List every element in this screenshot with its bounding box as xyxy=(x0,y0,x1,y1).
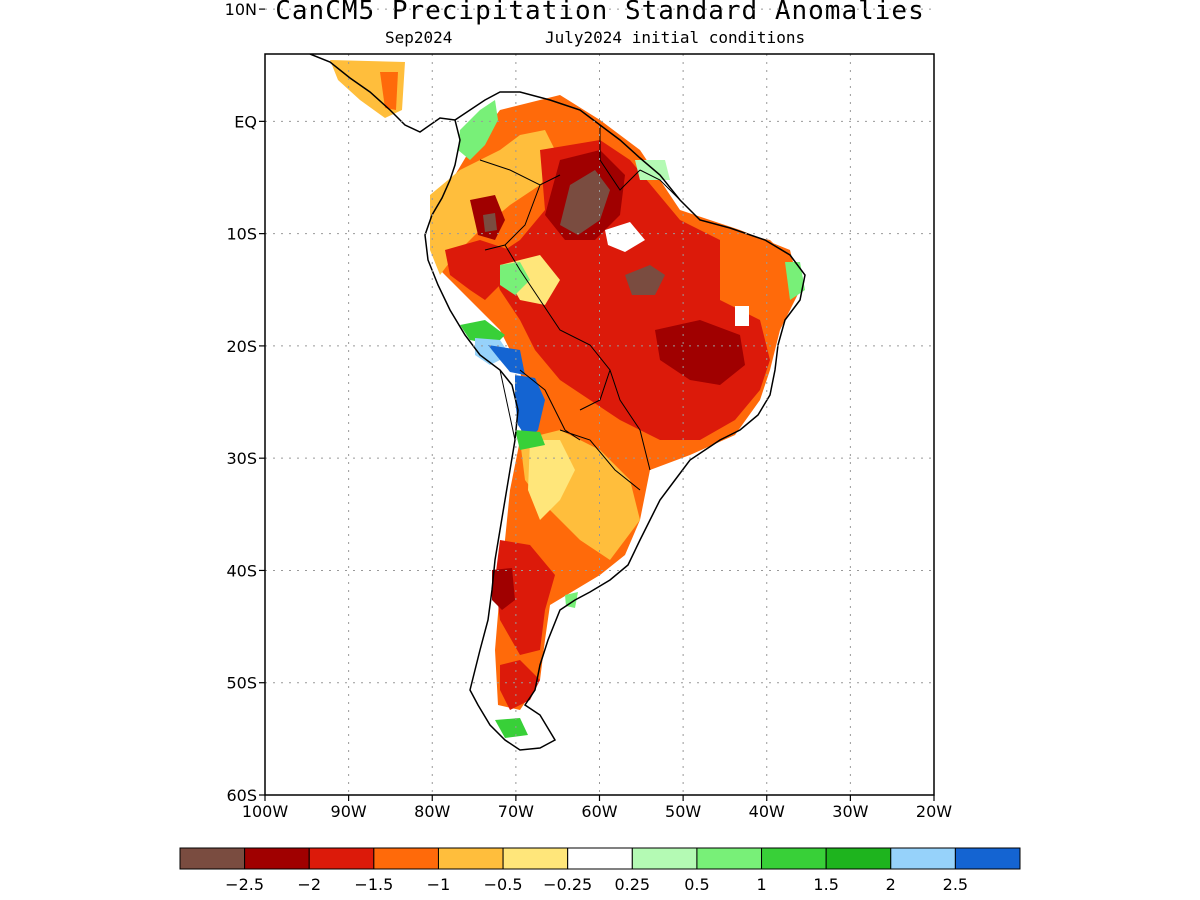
anomaly-andes-red xyxy=(445,240,510,300)
anomaly-blue-atacama xyxy=(515,375,545,440)
colorbar-swatch-1 xyxy=(244,847,310,870)
colorbar-label-6: 0.25 xyxy=(614,875,650,894)
anomaly-amazon-brown xyxy=(625,265,665,295)
colorbar-label-8: 1 xyxy=(756,875,766,894)
lon-label-3: 70W xyxy=(498,802,534,821)
lat-label-5: 40S xyxy=(226,561,257,580)
colorbar-swatch-12 xyxy=(954,847,1021,870)
coastline-central-america xyxy=(309,54,456,133)
colorbar-label-2: −1.5 xyxy=(354,875,393,894)
colorbar-label-7: 0.5 xyxy=(684,875,709,894)
anomaly-green-peru-coast xyxy=(460,320,505,345)
border-lines xyxy=(479,125,681,491)
colorbar-label-11: 2.5 xyxy=(943,875,968,894)
anomaly-central-america-core xyxy=(380,72,398,110)
anomaly-white-square xyxy=(735,306,749,326)
anomaly-colombia-brown xyxy=(483,213,497,232)
colorbar-label-4: −0.5 xyxy=(484,875,523,894)
colorbar-label-5: −0.25 xyxy=(543,875,592,894)
lon-label-2: 80W xyxy=(414,802,450,821)
colorbar-label-1: −2 xyxy=(297,875,321,894)
anomaly-green-northeast xyxy=(785,262,805,300)
colorbar-swatch-3 xyxy=(373,847,439,870)
coastline-south-america xyxy=(424,91,806,751)
lon-label-0: 100W xyxy=(242,802,289,821)
colorbar-labels: −2.5 −2 −1.5 −1 −0.5 −0.25 0.25 0.5 1 1.5 2 2.5 xyxy=(225,875,968,894)
colorbar-swatch-11 xyxy=(890,847,956,870)
map-title: CanCM5 Precipitation Standard Anomalies xyxy=(275,0,925,26)
anomaly-green-atacama xyxy=(515,430,545,450)
lon-label-8: 20W xyxy=(916,802,952,821)
lat-label-0: 10N xyxy=(225,0,257,19)
colorbar-label-9: 1.5 xyxy=(813,875,838,894)
anomaly-guiana-brown xyxy=(560,170,610,235)
anomaly-brazil-darkred xyxy=(655,320,745,385)
colorbar-swatch-6 xyxy=(567,847,633,870)
graticule xyxy=(265,8,934,795)
anomaly-chile-darkred xyxy=(492,568,515,610)
coastlines xyxy=(309,54,806,751)
lon-label-1: 90W xyxy=(331,802,367,821)
colorbar-swatch-0 xyxy=(179,847,246,870)
anomaly-white-northeast xyxy=(605,222,645,252)
forecast-month: Sep2024 xyxy=(385,28,453,47)
anomaly-fields xyxy=(330,60,805,738)
colorbar-swatch-10 xyxy=(825,847,892,870)
colorbar-label-0: −2.5 xyxy=(225,875,264,894)
anomaly-northeast-orange xyxy=(720,230,800,330)
anomaly-green-peru xyxy=(500,262,530,295)
lon-label-6: 40W xyxy=(749,802,785,821)
lat-label-2: 10S xyxy=(226,225,257,244)
axis-ticks xyxy=(259,8,935,801)
colorbar xyxy=(179,847,1021,870)
colorbar-swatch-9 xyxy=(761,847,827,870)
lon-label-7: 30W xyxy=(832,802,868,821)
colorbar-label-3: −1 xyxy=(427,875,451,894)
colorbar-label-10: 2 xyxy=(886,875,896,894)
colorbar-swatch-7 xyxy=(631,847,698,870)
colorbar-swatch-2 xyxy=(308,847,375,870)
colorbar-swatch-4 xyxy=(437,847,504,870)
lat-label-4: 30S xyxy=(226,449,257,468)
lat-label-3: 20S xyxy=(226,337,257,356)
colorbar-swatch-5 xyxy=(502,847,569,870)
lat-label-6: 50S xyxy=(226,674,257,693)
lat-label-7: 60S xyxy=(226,786,257,805)
colorbar-swatch-8 xyxy=(696,847,763,870)
anomaly-yellow-argentina xyxy=(528,440,575,520)
initial-conditions: July2024 initial conditions xyxy=(545,28,806,47)
anomaly-green-brazil-north xyxy=(635,160,670,180)
lon-label-4: 60W xyxy=(581,802,617,821)
anomaly-green-tierra xyxy=(495,718,528,738)
lat-label-1: EQ xyxy=(234,112,257,131)
anomaly-white-coast xyxy=(600,570,620,585)
anomaly-green-colombia xyxy=(458,100,498,160)
longitude-labels: 100W 90W 80W 70W 60W 50W 40W 30W 20W xyxy=(242,802,952,821)
lon-label-5: 50W xyxy=(665,802,701,821)
latitude-labels: 10N EQ 10S 20S 30S 40S 50S 60S xyxy=(225,0,257,805)
